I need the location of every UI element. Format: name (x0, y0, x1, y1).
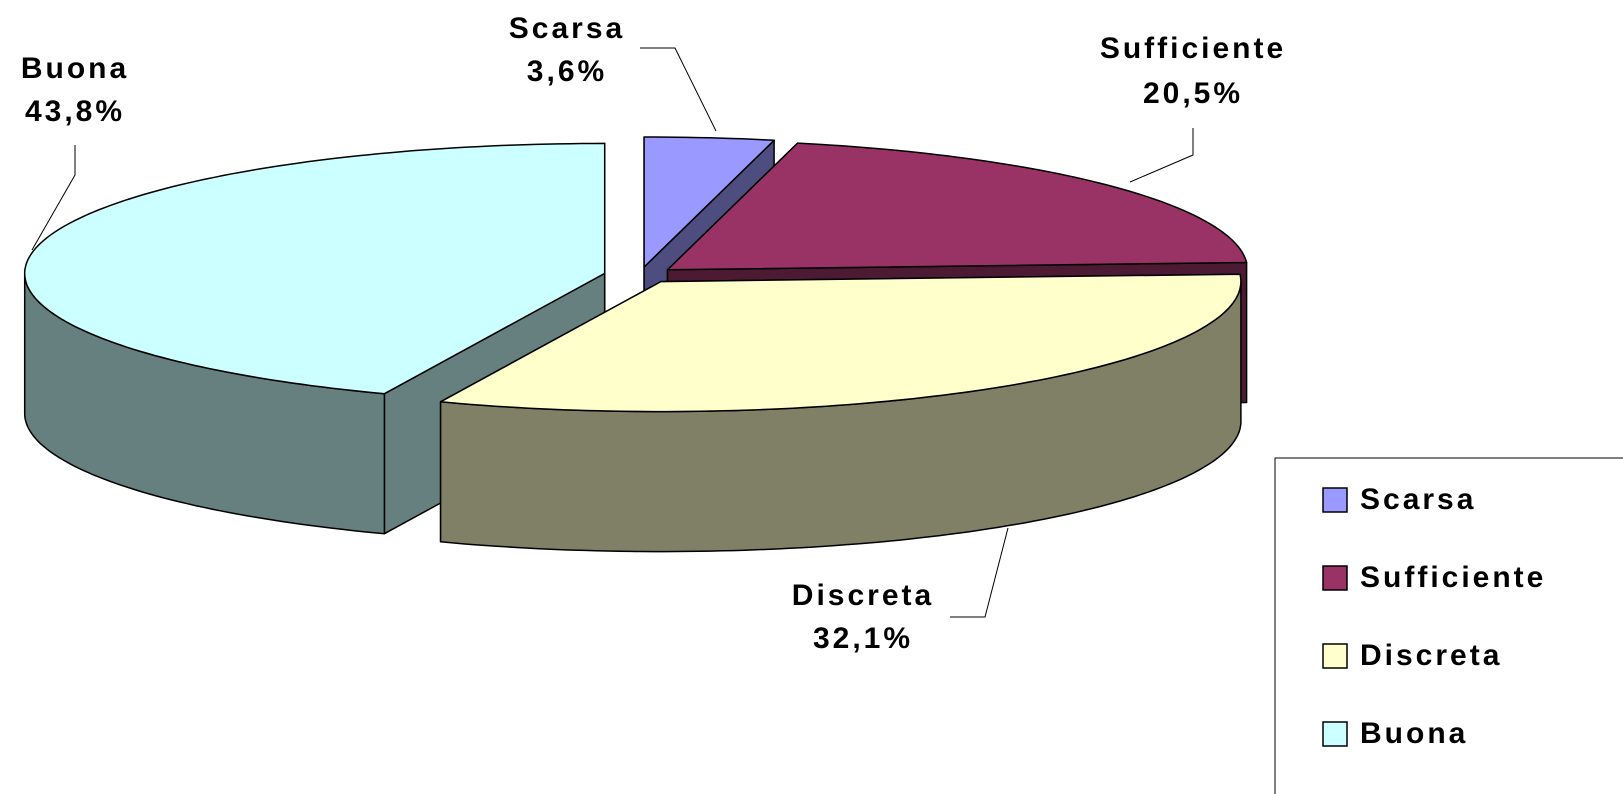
data-label: 32,1% (813, 622, 913, 655)
legend-label: Buona (1360, 717, 1468, 750)
data-label-name: Discreta (792, 579, 934, 612)
slice-top (643, 136, 775, 268)
data-label-name: Buona (21, 52, 129, 85)
legend-label: Discreta (1360, 639, 1502, 672)
legend-swatch (1322, 721, 1348, 747)
slice (439, 273, 1242, 553)
slice-top (666, 142, 1248, 271)
slice-top (439, 273, 1242, 413)
legend-swatch (1322, 565, 1348, 591)
slice-top (23, 142, 606, 395)
legend-label: Scarsa (1360, 483, 1476, 516)
leader-line (640, 47, 717, 132)
legend-label: Sufficiente (1360, 561, 1546, 594)
data-label-name: Sufficiente (1100, 32, 1286, 65)
leader-line (1129, 128, 1194, 183)
data-label: 20,5% (1143, 77, 1243, 110)
leader-line (31, 145, 76, 251)
data-label-name: Scarsa (509, 12, 625, 45)
data-label: 3,6% (527, 55, 607, 88)
legend-swatch (1322, 643, 1348, 669)
leader-line (950, 527, 1009, 618)
data-label: 43,8% (25, 95, 125, 128)
legend-swatch (1322, 487, 1348, 513)
